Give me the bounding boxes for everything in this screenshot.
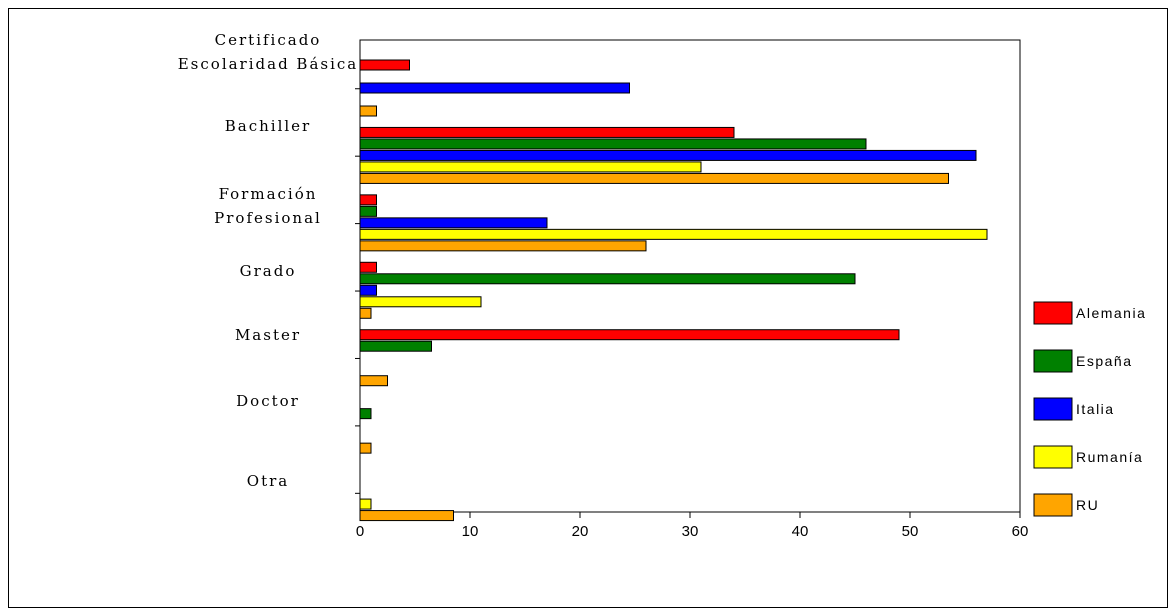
- bar-ruman-a: [359, 228, 988, 240]
- bar-alemania: [359, 194, 377, 206]
- category-label: Doctor: [236, 392, 300, 410]
- legend-label: RU: [1076, 497, 1099, 513]
- bar-italia: [359, 284, 377, 296]
- bar-italia: [359, 82, 630, 94]
- bar-alemania: [359, 261, 377, 273]
- legend-label: España: [1076, 353, 1132, 369]
- legend-swatch: [1033, 445, 1073, 469]
- x-tick-label: 20: [572, 523, 589, 540]
- bar-ru: [359, 442, 372, 454]
- bar-espa-a: [359, 340, 432, 352]
- legend-swatch: [1033, 397, 1073, 421]
- x-tick-label: 40: [792, 523, 809, 540]
- legend-label: Italia: [1076, 401, 1115, 417]
- legend-label: Rumanía: [1076, 449, 1143, 465]
- bar-espa-a: [359, 138, 867, 150]
- category-label: Bachiller: [225, 117, 311, 135]
- x-tick-label: 10: [462, 523, 479, 540]
- category-label: Certificado: [215, 31, 322, 49]
- category-label: Formación: [219, 185, 318, 203]
- legend-label: Alemania: [1076, 305, 1146, 321]
- bar-espa-a: [359, 205, 377, 217]
- bar-espa-a: [359, 273, 856, 285]
- bar-ru: [359, 307, 372, 319]
- legend-swatch: [1033, 301, 1073, 325]
- bar-ru: [359, 510, 454, 522]
- bar-italia: [359, 149, 977, 161]
- category-label: Escolaridad Básica: [178, 55, 359, 73]
- x-tick-label: 30: [682, 523, 699, 540]
- bar-ru: [359, 375, 388, 387]
- chart-frame: [8, 8, 1168, 608]
- bar-ru: [359, 105, 377, 117]
- legend-swatch: [1033, 349, 1073, 373]
- bar-ru: [359, 172, 949, 184]
- category-label: Otra: [247, 472, 289, 490]
- category-label: Grado: [240, 262, 297, 280]
- bar-ru: [359, 240, 647, 252]
- bar-espa-a: [359, 408, 372, 420]
- bar-alemania: [359, 59, 410, 71]
- bar-ruman-a: [359, 296, 482, 308]
- x-tick-label: 0: [356, 523, 364, 540]
- bar-italia: [359, 217, 548, 229]
- category-label: Master: [235, 326, 301, 344]
- bar-ruman-a: [359, 161, 702, 173]
- legend-swatch: [1033, 493, 1073, 517]
- bar-alemania: [359, 329, 900, 341]
- bar-alemania: [359, 126, 735, 138]
- x-tick-label: 50: [902, 523, 919, 540]
- category-label: Profesional: [214, 209, 322, 227]
- x-tick-label: 60: [1012, 523, 1029, 540]
- bar-ruman-a: [359, 498, 372, 510]
